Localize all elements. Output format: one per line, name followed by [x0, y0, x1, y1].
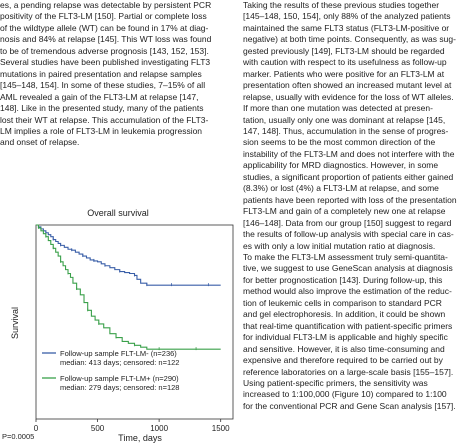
text-line: and gel electrophoresis. In addition, it… — [243, 309, 446, 320]
text-line: positivity of the FLT3-LM [150]. Partial… — [0, 11, 207, 22]
text-line: gested previously [149], FLT3-LM should … — [243, 45, 445, 56]
text-line: FLT3-LM and gain of a completely new one… — [243, 206, 446, 217]
text-line: es with only a low initial mutation rati… — [243, 240, 436, 251]
text-line: Taking the results of these previous stu… — [243, 0, 440, 10]
text-line: method would also improve the estimation… — [243, 286, 452, 297]
x-ticks: 0 500 1000 1500 — [34, 419, 230, 433]
x-axis-label: Time, days — [118, 433, 162, 443]
text-line: applicability for MRD diagnostics. Howev… — [243, 160, 439, 171]
text-line: LM implies a role of FLT3-LM in leukemia… — [0, 125, 203, 136]
p-value-label: P=0.0005 — [2, 432, 34, 441]
text-line: presentation often showed an increased m… — [243, 80, 452, 91]
text-line: that real-time quantification with patie… — [243, 320, 453, 331]
text-line: [145–148, 150, 154], only 88% of the ana… — [243, 11, 451, 22]
survival-chart-svg: Overall survival 0 500 1000 1500 Time, days… — [2, 208, 234, 443]
text-line: instability of the FLT3-LM and does not … — [243, 148, 455, 159]
x-tick-label: 1500 — [212, 424, 230, 433]
x-tick-label: 0 — [34, 424, 39, 433]
text-line: of the wildtype allele (WT) can be found… — [0, 22, 209, 33]
text-line: studies, a significant proportion of pat… — [243, 171, 454, 182]
text-line: lost their WT at relapse. This accumulat… — [0, 114, 209, 125]
text-line: sion seems to be the most common directi… — [243, 137, 436, 148]
text-line: for the conventional PCR and Gene Scan a… — [243, 400, 456, 411]
text-line: 148]. Like in the presented study, many … — [0, 103, 204, 114]
legend-label-1: Follow-up sample FLT-LM+ (n=290) — [60, 374, 179, 383]
text-line: maintained the same FLT3 status (FLT3-LM… — [243, 22, 450, 33]
x-tick-label: 1000 — [150, 424, 168, 433]
text-line: tion of leukemic cells in comparison to … — [243, 297, 442, 308]
x-tick-label: 500 — [91, 424, 105, 433]
text-line: marker. Patients who were positive for a… — [243, 68, 445, 79]
text-line: Several studies have been published inve… — [0, 57, 211, 68]
text-line: to be of tremendous adverse prognosis [1… — [0, 45, 209, 56]
text-line: increased to 1:100,000 (Figure 10) compa… — [243, 389, 447, 400]
text-line: relapse, usually with evidence for the l… — [243, 91, 454, 102]
text-line: 147, 148]. Thus, accumulation in the sen… — [243, 125, 449, 136]
text-line: and onset of relapse. — [0, 137, 80, 148]
chart-title: Overall survival — [87, 208, 149, 218]
text-line: (8.3%) or lost (4%) a FLT3-LM at relapse… — [243, 183, 439, 194]
text-line: patients have been reported with loss of… — [243, 194, 457, 205]
text-line: expensive and therefore required to be c… — [243, 355, 443, 366]
text-line: Using patient-specific primers, the sens… — [243, 377, 428, 388]
text-line: mutations in paired presentation and rel… — [0, 68, 202, 79]
legend-detail-0: median: 413 days; censored: n=122 — [60, 358, 179, 367]
legend-detail-1: median: 279 days; censored: n=128 — [60, 383, 179, 392]
text-line: tation, usually only one was dominant at… — [243, 114, 446, 125]
plot-frame — [35, 224, 234, 420]
text-line: tive, we suggest to use GeneScan analysi… — [243, 263, 453, 274]
text-line: for individual FLT3-LM is applicable and… — [243, 332, 448, 343]
text-line: nosis and 84% at relapse [145]. This WT … — [0, 34, 212, 45]
left-text-column: es, a pending relapse was detectable by … — [0, 0, 236, 149]
text-line: [146–148]. Data from our group [150] sug… — [243, 217, 452, 228]
text-line: negative) at both time points. Consequen… — [243, 34, 456, 45]
text-line: AML revealed a gain of the FLT3-LM at re… — [0, 91, 199, 102]
survival-chart: Overall survival 0 500 1000 1500 Time, days… — [0, 203, 236, 445]
text-line: and sensitive. However, it is also time-… — [243, 343, 445, 354]
series-line-1 — [36, 224, 221, 350]
series-line-0 — [36, 224, 221, 286]
legend: Follow-up sample FLT-LM- (n=236)median: … — [42, 349, 179, 392]
right-text-column: Taking the results of these previous stu… — [243, 0, 474, 412]
text-line: with caution with respect to its usefuln… — [243, 57, 447, 68]
y-axis-label: Survival — [10, 307, 20, 339]
text-line: the results of follow-up analysis with s… — [243, 229, 454, 240]
series-layer — [36, 224, 221, 351]
text-line: es, a pending relapse was detectable by … — [0, 0, 212, 10]
text-line: [145–148, 154]. In some of these studies… — [0, 80, 206, 91]
text-line: To make the FLT3-LM assessment truly sem… — [243, 251, 448, 262]
legend-label-0: Follow-up sample FLT-LM- (n=236) — [60, 349, 177, 358]
text-line: If more than one mutation was detected a… — [243, 103, 433, 114]
text-line: for better prognostication [143]. During… — [243, 274, 443, 285]
text-line: reference laboratories on a large-scale … — [243, 366, 454, 377]
